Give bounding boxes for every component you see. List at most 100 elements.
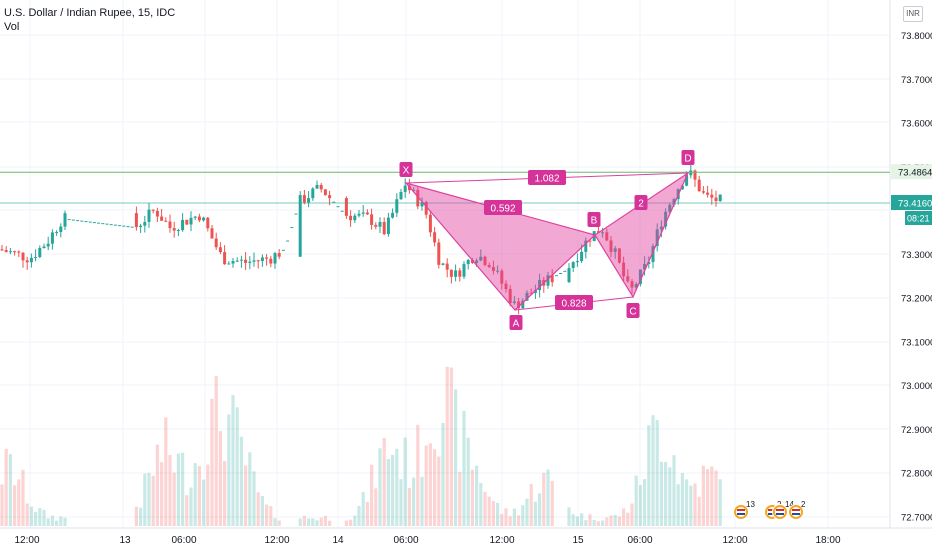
candle-body <box>668 204 672 212</box>
volume-bar <box>487 496 491 526</box>
candle-body <box>155 210 159 217</box>
candle-body <box>244 259 248 263</box>
volume-bar <box>445 366 449 526</box>
candle-body <box>580 251 584 262</box>
candle-body <box>634 284 638 288</box>
volume-bar <box>500 514 504 526</box>
volume-bar <box>617 516 621 526</box>
candle-body <box>575 261 579 263</box>
volume-bar <box>525 498 529 526</box>
candle-body <box>693 170 697 180</box>
volume-bar <box>391 454 395 526</box>
volume-bar <box>265 504 269 526</box>
volume-bar <box>433 449 437 526</box>
event-markers[interactable]: 132142 <box>733 500 807 520</box>
candle-body <box>185 219 189 225</box>
volume-bar <box>491 501 495 526</box>
candle-body <box>613 248 617 252</box>
candle-body <box>13 251 17 253</box>
symbol-title[interactable]: U.S. Dollar / Indian Rupee, 15, IDC <box>4 7 176 19</box>
candle-body <box>718 194 722 202</box>
volume-bar <box>403 437 407 526</box>
currency-button[interactable]: INR <box>903 6 923 22</box>
countdown-label: 08:21 <box>907 214 930 224</box>
volume-bar <box>664 462 668 526</box>
pattern-point-b: B <box>591 216 598 227</box>
candle-body <box>424 201 428 215</box>
volume-bar <box>693 483 697 526</box>
candle-body <box>55 231 59 233</box>
candle-body <box>412 189 416 191</box>
volume-bar <box>412 477 416 526</box>
volume-indicator-label[interactable]: Vol <box>4 21 20 33</box>
candle-body <box>500 270 504 284</box>
volume-bar <box>25 503 29 526</box>
candle-body <box>172 228 176 231</box>
volume-bar <box>630 503 634 526</box>
volume-bar <box>38 508 42 526</box>
candle-body <box>672 199 676 205</box>
volume-bar <box>420 476 424 526</box>
volume-bar <box>714 470 718 526</box>
candle-body <box>365 212 369 215</box>
volume-bar <box>231 395 235 526</box>
candle-body <box>302 195 306 203</box>
candle-body <box>168 221 172 229</box>
volume-bar <box>659 461 663 526</box>
volume-bar <box>63 517 67 526</box>
candle-body <box>344 198 348 216</box>
volume-bar <box>185 495 189 526</box>
volume-bar <box>685 479 689 526</box>
volume-bar <box>235 407 239 526</box>
price-axis[interactable]: 73.800073.700073.600073.500073.300073.20… <box>891 31 932 523</box>
candle-body <box>403 185 407 192</box>
candle-body <box>571 262 575 269</box>
candle-body <box>298 195 302 257</box>
candle-body <box>277 253 281 257</box>
candle-body <box>638 269 642 285</box>
candle-body <box>643 263 647 270</box>
volume-bar <box>571 514 575 526</box>
pattern-point-a: A <box>513 319 520 330</box>
volume-bar <box>4 448 8 526</box>
candle-body <box>689 170 693 176</box>
candle-body <box>315 184 319 189</box>
volume-bar <box>223 461 227 526</box>
time-tick-label: 18:00 <box>815 535 840 546</box>
volume-bar <box>521 505 525 526</box>
candle-body <box>273 253 277 264</box>
volume-bar <box>370 464 374 526</box>
volume-bar <box>672 455 676 526</box>
candle-body <box>588 240 592 242</box>
candle-body <box>134 213 138 228</box>
volume-bar <box>323 515 327 526</box>
volume-bar <box>269 506 273 526</box>
volume-bar <box>428 443 432 526</box>
pattern-point-d-bg <box>681 150 695 165</box>
volume-bar <box>202 479 206 526</box>
candle-body <box>395 199 399 213</box>
volume-bar <box>441 422 445 526</box>
volume-bar <box>710 466 714 526</box>
candle-body <box>416 189 420 207</box>
volume-bar <box>206 464 210 526</box>
candle-body <box>260 257 264 261</box>
candle-body <box>202 217 206 221</box>
candle-body <box>445 263 449 270</box>
harmonic-pattern[interactable]: X A B C D 1.082 0.592 0.828 2 <box>399 150 695 330</box>
volume-bar <box>59 516 63 526</box>
volume-bar <box>626 512 630 526</box>
candle-body <box>370 214 374 225</box>
volume-bar <box>252 471 256 526</box>
volume-bar <box>588 514 592 526</box>
candle-body <box>437 242 441 265</box>
event-flag-us-3-count: 14 <box>785 500 794 509</box>
time-axis[interactable]: 12:00 13 06:00 12:00 14 06:00 12:00 15 06:00 12:0… <box>14 535 840 546</box>
time-tick-label: 15 <box>572 535 584 546</box>
volume-bar <box>50 515 54 526</box>
time-tick-label: 06:00 <box>627 535 652 546</box>
candle-body <box>491 267 495 271</box>
candle-body <box>441 263 445 265</box>
